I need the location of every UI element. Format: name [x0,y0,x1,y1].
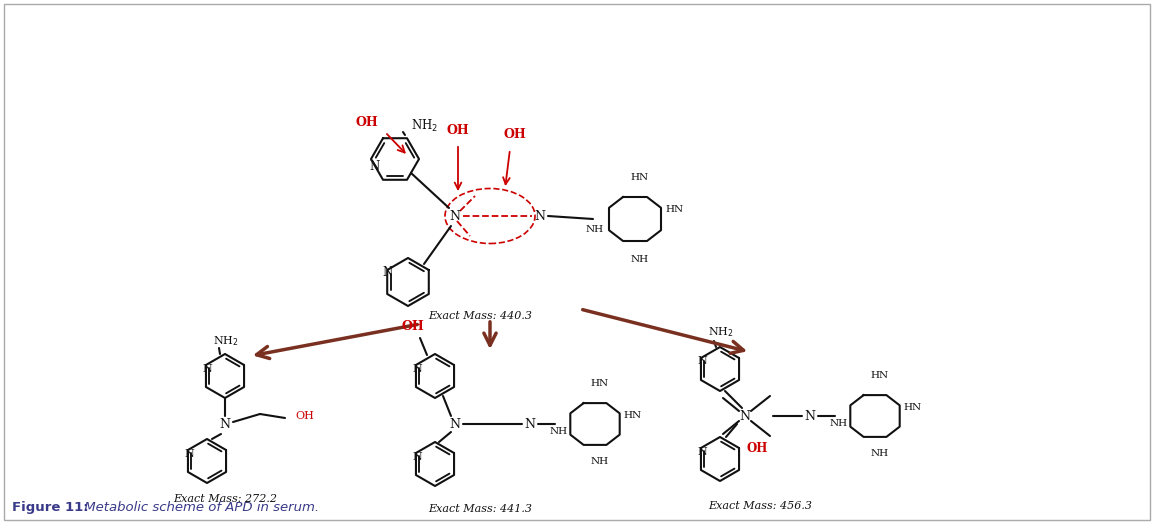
Text: NH$_2$: NH$_2$ [213,334,239,348]
Text: NH$_2$: NH$_2$ [709,325,734,339]
Text: Exact Mass: 441.3: Exact Mass: 441.3 [428,504,532,514]
Text: NH: NH [591,457,609,466]
Text: HN: HN [904,403,922,412]
Text: OH: OH [402,320,425,333]
Text: HN: HN [631,172,649,181]
Text: HN: HN [666,204,684,213]
Text: OH: OH [355,115,379,128]
Text: OH: OH [747,442,767,454]
Text: N: N [697,447,707,457]
Text: Figure 11:: Figure 11: [12,501,89,514]
Text: NH: NH [550,428,568,436]
Text: N: N [804,409,816,422]
Text: N: N [202,364,212,374]
Text: Metabolic scheme of APD in serum.: Metabolic scheme of APD in serum. [80,501,320,514]
Text: Exact Mass: 440.3: Exact Mass: 440.3 [428,311,532,321]
Text: N: N [697,356,707,366]
Text: HN: HN [591,379,609,388]
Text: N: N [383,266,394,278]
Text: HN: HN [871,372,889,380]
Text: N: N [412,452,422,462]
Text: N: N [412,364,422,374]
Text: NH$_2$: NH$_2$ [411,118,439,134]
Text: NH: NH [830,420,848,429]
Text: Exact Mass: 456.3: Exact Mass: 456.3 [709,501,812,511]
Text: OH: OH [447,125,470,137]
Text: HN: HN [624,411,642,420]
Text: N: N [219,418,231,431]
Text: N: N [450,418,460,431]
Text: OH: OH [503,127,526,140]
Text: Exact Mass: 272.2: Exact Mass: 272.2 [173,494,277,504]
Text: N: N [534,210,546,223]
Text: N: N [370,160,380,173]
Text: NH: NH [631,255,649,264]
Text: N: N [450,210,460,223]
Text: N: N [740,409,750,422]
Text: OH: OH [295,411,314,421]
Text: NH: NH [586,224,604,234]
Text: NH: NH [871,450,889,458]
Text: N: N [525,418,535,431]
Text: N: N [185,449,194,459]
